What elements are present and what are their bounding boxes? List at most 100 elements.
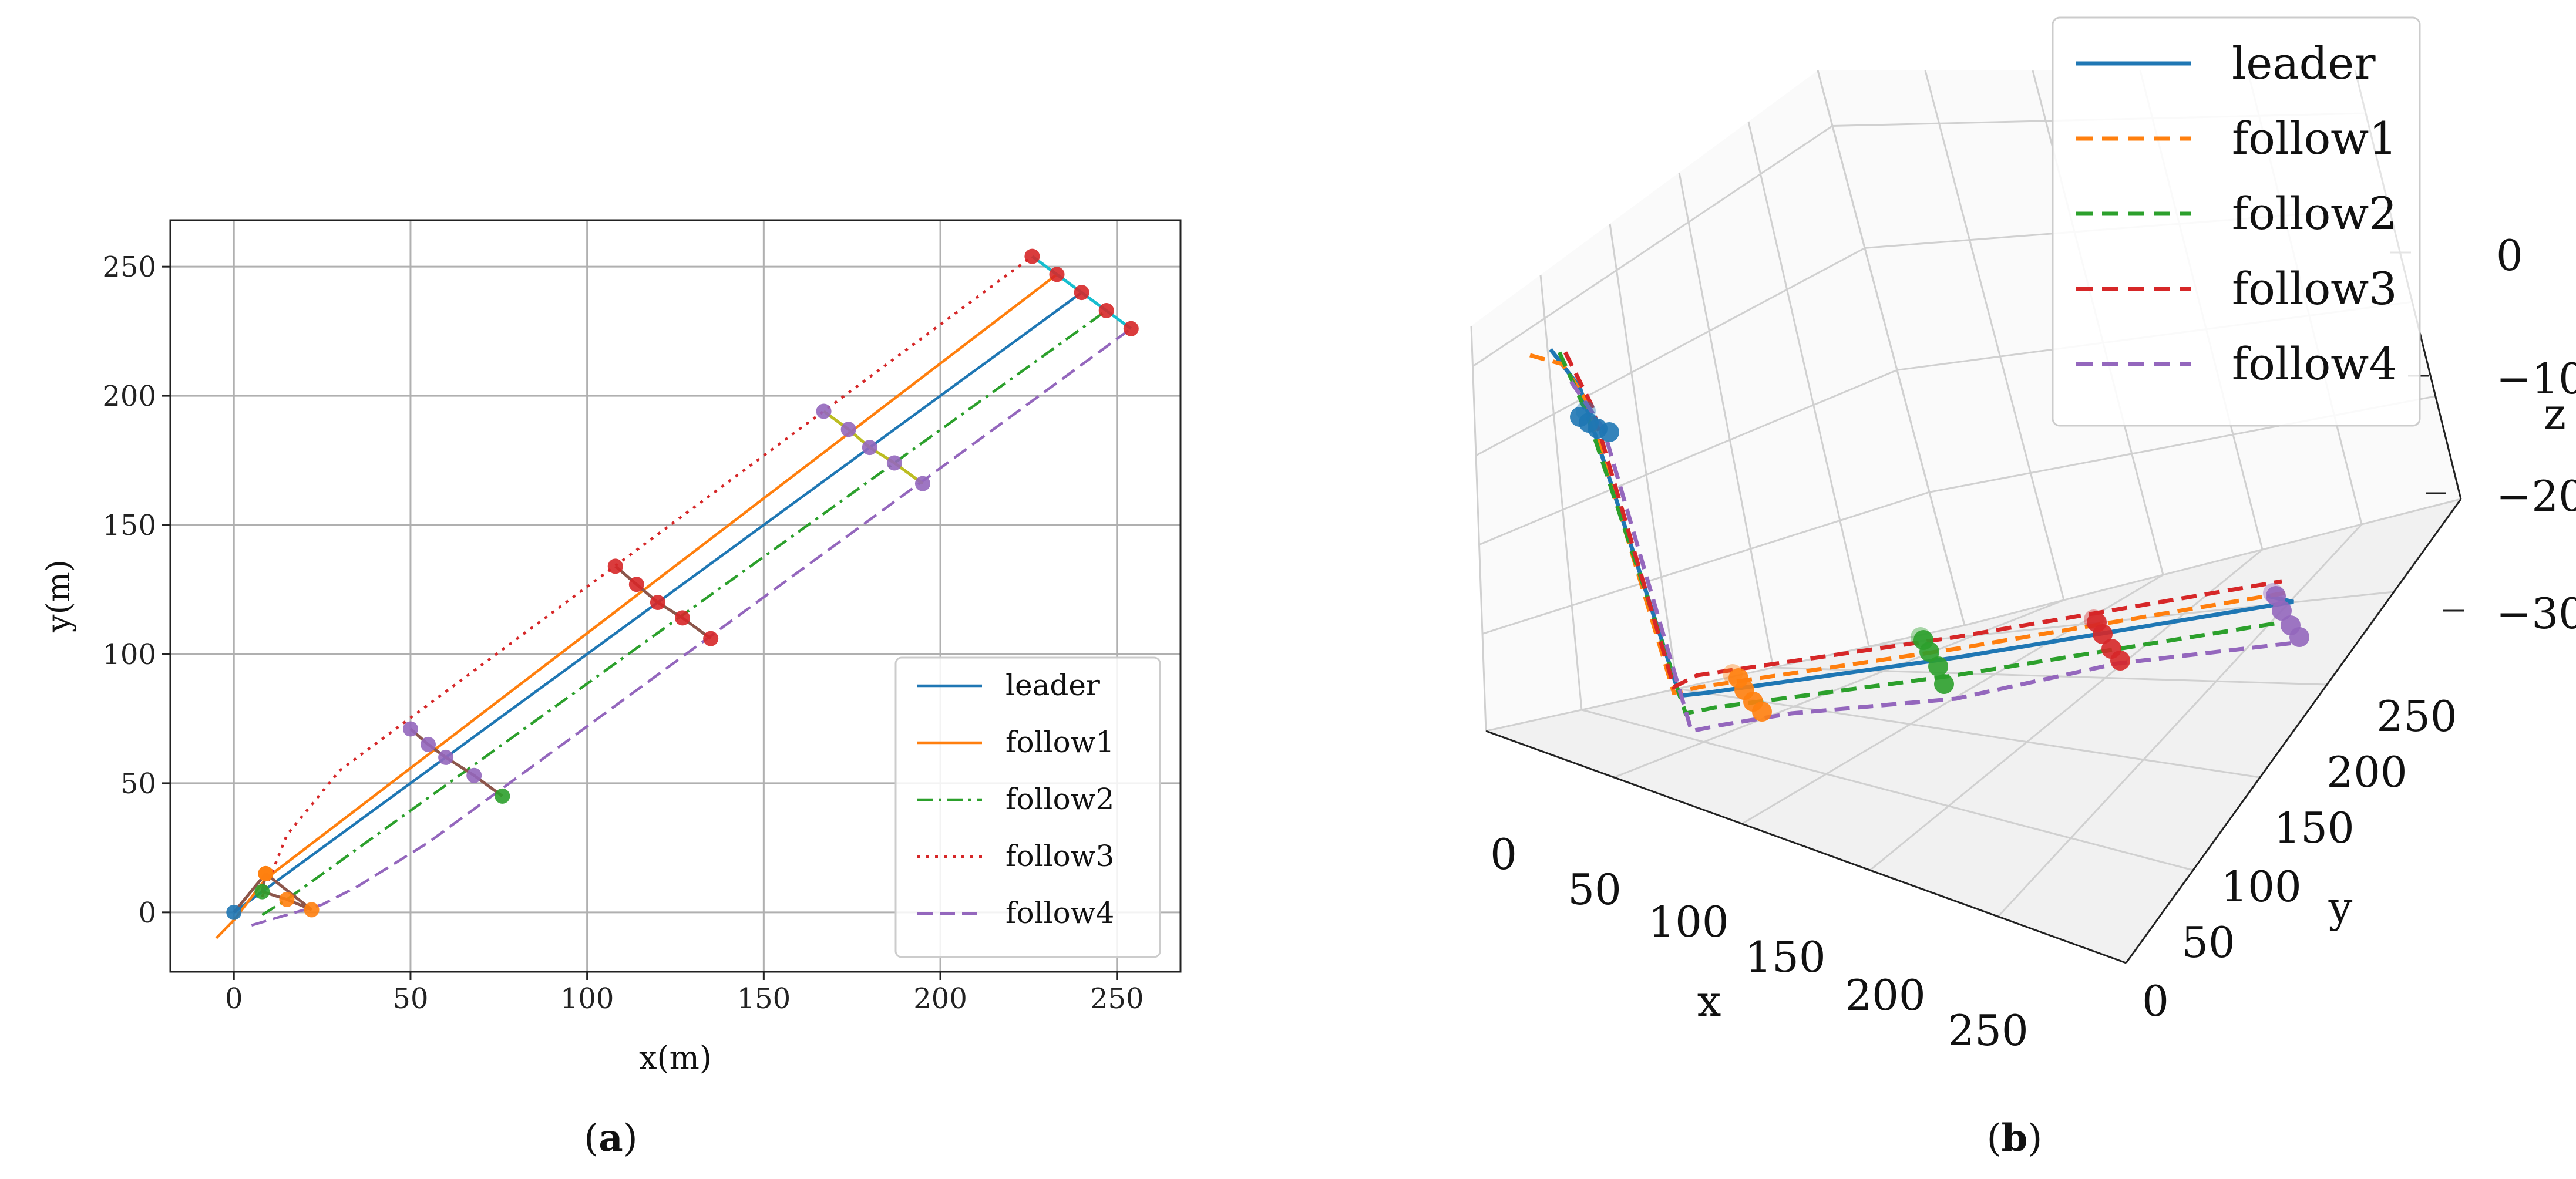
panel-b-3d-trajectory-chart: 0501001502002500501001502002500−10−20−30…	[1470, 16, 2576, 1055]
panel-b-floor-gridline	[1677, 688, 2261, 779]
panel-b-legend-label-follow4: follow4	[2232, 338, 2397, 390]
panel-b-y-tick-label: 200	[2326, 747, 2407, 797]
panel-b-side-gridline	[1475, 247, 1865, 457]
panel-a-formation-markers	[226, 248, 1139, 920]
panel-a-formation-point	[628, 577, 644, 592]
panel-a-formation-point	[650, 594, 665, 610]
panel-b-y-tick-label: 0	[2142, 976, 2169, 1026]
panel-b-y-tick-label: 250	[2376, 692, 2457, 741]
panel-a-x-tick-label: 50	[392, 982, 428, 1015]
panel-b-y-axis-line	[2125, 498, 2462, 964]
panel-b-floor-gridline	[1613, 599, 2064, 779]
panel-b-side-gridline	[1678, 172, 1774, 668]
panel-a-x-tick-label: 100	[560, 982, 614, 1015]
panel-b-y-tick-label: 100	[2221, 862, 2301, 911]
panel-b-caption-letter: b	[2002, 1116, 2028, 1160]
panel-a-x-tick-label: 150	[737, 982, 791, 1015]
panel-b-legend-box	[2052, 16, 2421, 427]
panel-a-legend-label-follow2: follow2	[1005, 782, 1114, 816]
panel-b-marker	[2289, 627, 2309, 647]
panel-a-axes-frame	[169, 219, 1182, 973]
panel-a-formation-point	[914, 476, 930, 491]
panel-b-marker	[1928, 656, 1948, 676]
panel-b-side-gridline	[1817, 70, 1966, 626]
panel-b-legend-label-follow2: follow2	[2232, 187, 2397, 240]
panel-b-marker	[2110, 651, 2130, 671]
panel-a-formation-point	[1074, 285, 1089, 301]
panel-a-formation-point	[226, 904, 242, 920]
panel-a-line-follow3	[261, 255, 1033, 898]
panel-b-x-tick-label: 100	[1648, 897, 1728, 946]
panel-a-formation-point	[402, 721, 418, 737]
panel-a-formation-point	[279, 891, 295, 907]
panel-b-side-gridline	[1470, 325, 1487, 732]
panel-a-y-axis-label: y(m)	[40, 560, 77, 633]
panel-b-marker	[1934, 674, 1954, 694]
panel-a-legend: leader follow1 follow2 follow3 follow4	[894, 656, 1161, 958]
panel-a-formation-point	[816, 403, 832, 419]
panel-b-caption: (b)	[1987, 1116, 2043, 1160]
panel-b-marker	[1919, 642, 1939, 662]
panel-b-line-follow3	[1563, 351, 2282, 690]
panel-a-formation-point	[495, 788, 510, 804]
panel-a-formation-point	[421, 736, 436, 752]
panel-b-legend-label-leader: leader	[2232, 37, 2376, 89]
panel-b-x-tick-label: 50	[1568, 865, 1622, 914]
panel-b-side-gridline	[1539, 274, 1583, 710]
panel-b-markers	[1570, 401, 2309, 722]
panel-a-line-follow4	[251, 327, 1132, 927]
panel-a-formation-point	[254, 884, 270, 900]
panel-a-legend-label-follow4: follow4	[1005, 896, 1114, 930]
panel-b-floor-gridline	[1485, 624, 1965, 732]
panel-b-z-axis-label: z	[2544, 389, 2566, 439]
panel-b-marker	[1911, 627, 1931, 647]
panel-b-z-tick-label: −30	[2496, 589, 2576, 638]
panel-a-formation-point	[1024, 248, 1040, 264]
panel-b-marker	[1599, 422, 1619, 442]
panel-b-side-gridline	[1747, 121, 1870, 647]
panel-a-formation-point	[1123, 321, 1139, 336]
panel-a-legend-label-follow1: follow1	[1005, 725, 1114, 759]
panel-a-legend-label-leader: leader	[1005, 668, 1100, 702]
panel-a-formation-point	[258, 865, 274, 881]
panel-b-marker	[2272, 601, 2292, 621]
panel-b-legend-label-follow1: follow1	[2232, 112, 2397, 164]
panel-b-side-gridline	[1472, 125, 1833, 368]
panel-a-formation-point	[862, 440, 877, 456]
panel-a-caption-letter: a	[598, 1116, 623, 1160]
panel-a-formation-point	[840, 422, 856, 437]
panel-a-formation-point	[1049, 267, 1065, 282]
panel-a-2d-trajectory-chart: 0 50 100 150 200 250 0 50 100 150 200 250 x(m) y(m)…	[40, 219, 1182, 1076]
panel-a-formation-point	[703, 631, 719, 646]
panel-a-y-tick-label: 200	[102, 380, 156, 413]
panel-a-grid	[170, 220, 1181, 972]
panel-b-y-axis-label: y	[2328, 882, 2353, 932]
panel-a-line-follow1	[215, 273, 1058, 939]
panel-b-x-tick-label: 150	[1745, 932, 1825, 982]
panel-a-line-follow2	[261, 309, 1108, 917]
panel-a-formation-point	[438, 749, 454, 765]
panel-b-side-gridline	[1478, 369, 1898, 545]
panel-b-line-follow2	[1557, 351, 2282, 716]
panel-b-floor-gridline	[1581, 709, 2194, 871]
panel-b-z-tick-label: −10	[2496, 354, 2576, 403]
panel-b-x-axis-line	[1485, 730, 2127, 964]
panel-a-formation-point	[675, 610, 691, 626]
panel-b-marker	[2084, 609, 2104, 629]
panel-b-x-tick-label: 250	[1948, 1006, 2028, 1055]
panel-a-formation-point	[1098, 302, 1114, 318]
panel-b-x-tick-label: 200	[1845, 971, 1925, 1020]
panel-b-x-axis-label: x	[1697, 976, 1721, 1026]
panel-a-formation-point	[886, 455, 902, 471]
panel-b-floor-gridline	[1964, 498, 2461, 626]
panel-a-caption: (a)	[584, 1116, 637, 1160]
panel-a-legend-box	[894, 656, 1161, 958]
panel-b-marker	[2093, 624, 2113, 644]
panel-b-back-gridline	[1924, 70, 2065, 601]
panel-a-legend-label-follow3: follow3	[1005, 839, 1114, 873]
panel-a-x-tick-label: 250	[1090, 982, 1144, 1015]
panel-a-formation-point	[466, 767, 482, 783]
panel-a-y-tick-label: 250	[102, 251, 156, 284]
panel-b-y-tick-label: 50	[2181, 918, 2235, 967]
